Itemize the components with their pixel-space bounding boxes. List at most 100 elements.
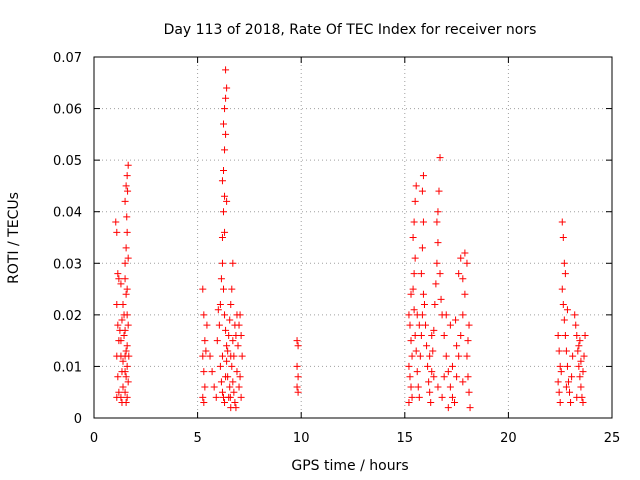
data-point [411, 331, 419, 339]
data-point [567, 399, 575, 407]
data-point [233, 368, 241, 376]
data-point [294, 388, 302, 396]
data-point [123, 285, 131, 293]
data-point [122, 244, 130, 252]
data-point [114, 373, 122, 381]
data-point [199, 352, 207, 360]
y-tick-label: 0.01 [53, 360, 82, 375]
data-point [119, 357, 127, 365]
x-axis-label: GPS time / hours [291, 458, 408, 474]
data-point [203, 321, 211, 329]
data-point [294, 373, 302, 381]
x-tick-label: 15 [397, 431, 414, 446]
x-axis-ticks: 0 5 10 15 20 25 [90, 57, 620, 446]
data-point [124, 187, 132, 195]
data-point [228, 285, 236, 293]
data-point [214, 306, 222, 314]
data-point [422, 321, 430, 329]
data-point [124, 378, 132, 386]
data-point [236, 373, 244, 381]
data-point [463, 352, 471, 360]
y-tick-label: 0.05 [53, 154, 82, 169]
data-point [123, 342, 131, 350]
data-point [201, 383, 209, 391]
data-point [407, 383, 415, 391]
data-point [221, 311, 229, 319]
data-point [124, 254, 132, 262]
data-point [444, 368, 452, 376]
data-point [576, 337, 584, 345]
data-point [226, 383, 234, 391]
data-point [459, 311, 467, 319]
data-point [451, 399, 459, 407]
data-point [566, 388, 574, 396]
data-point [575, 362, 583, 370]
data-point [555, 347, 563, 355]
data-point [555, 388, 563, 396]
data-point [227, 301, 235, 309]
data-point [466, 404, 474, 412]
data-point [415, 393, 423, 401]
data-point [122, 399, 130, 407]
data-point [122, 290, 130, 298]
data-point [221, 105, 229, 113]
x-tick-label: 5 [193, 431, 201, 446]
data-point [561, 270, 569, 278]
data-point [455, 270, 463, 278]
chart-title: Day 113 of 2018, Rate Of TEC Index for r… [164, 22, 537, 38]
data-point [423, 342, 431, 350]
data-point [442, 311, 450, 319]
data-point [558, 285, 566, 293]
y-tick-label: 0.06 [53, 103, 82, 118]
data-point [124, 161, 132, 169]
data-point [225, 331, 233, 339]
data-point [122, 373, 130, 381]
data-point [560, 316, 568, 324]
data-point [461, 290, 469, 298]
x-tick-label: 20 [500, 431, 517, 446]
data-point [434, 208, 442, 216]
data-point [457, 331, 465, 339]
data-point [123, 228, 131, 236]
data-point [428, 368, 436, 376]
data-point [459, 275, 467, 283]
data-point [437, 295, 445, 303]
data-point [218, 352, 226, 360]
data-point [407, 337, 415, 345]
data-point [230, 352, 238, 360]
data-point [559, 234, 567, 241]
data-point [114, 270, 122, 278]
data-point [123, 362, 131, 370]
data-point [436, 154, 444, 162]
data-point [563, 306, 571, 314]
data-point [410, 270, 418, 278]
data-point [406, 321, 414, 329]
data-point [414, 383, 422, 391]
data-point [221, 228, 229, 236]
data-point [425, 378, 433, 386]
data-point [220, 166, 227, 174]
data-point [554, 331, 562, 339]
data-point [206, 352, 214, 360]
data-point [419, 290, 427, 298]
data-point [115, 275, 123, 283]
data-point [218, 388, 226, 396]
data-point [556, 399, 564, 407]
data-point [223, 342, 231, 350]
data-point [123, 213, 131, 221]
data-point [435, 187, 443, 195]
data-point [234, 342, 242, 350]
data-point [231, 399, 239, 407]
data-point [216, 362, 224, 370]
data-point [559, 301, 567, 309]
data-point [218, 177, 226, 185]
data-point [554, 378, 562, 386]
data-point [218, 259, 226, 267]
data-point [223, 84, 231, 92]
data-point [419, 172, 427, 180]
data-point [415, 321, 423, 329]
data-point [436, 270, 444, 278]
data-point [117, 280, 125, 288]
data-point [465, 321, 473, 329]
